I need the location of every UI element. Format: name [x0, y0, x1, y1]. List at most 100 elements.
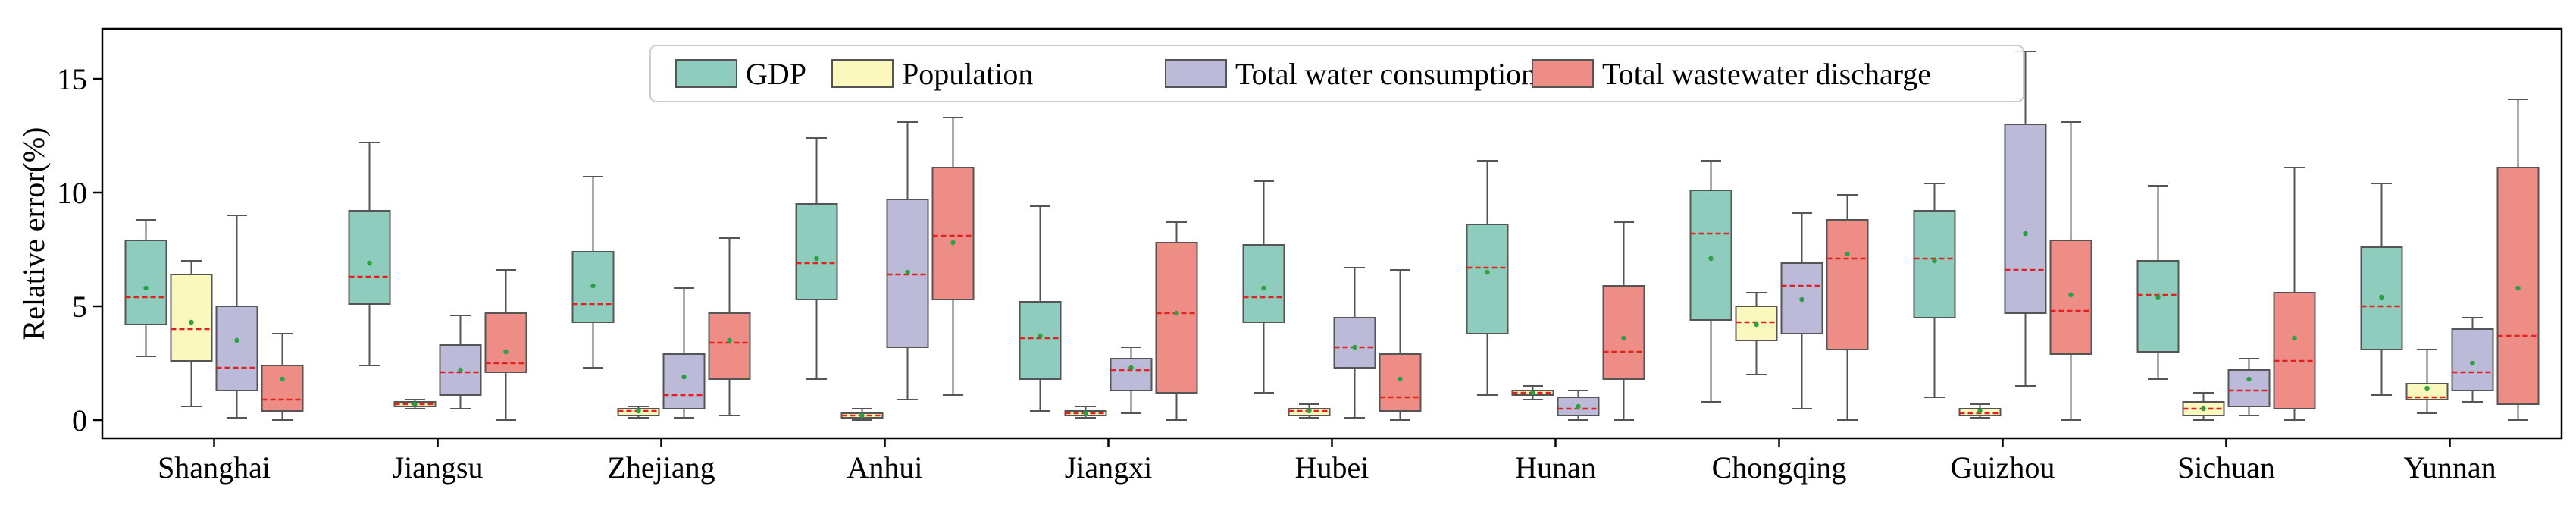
box: [2405, 349, 2449, 414]
box: [617, 406, 660, 419]
box-body: [348, 210, 391, 305]
mean-marker: [727, 337, 732, 343]
mean-marker: [1708, 256, 1714, 262]
box-body: [2273, 292, 2316, 409]
box-body: [2496, 167, 2540, 405]
x-tick-label: Chongqing: [1712, 450, 1847, 485]
box-body: [662, 353, 706, 409]
mean-marker: [1083, 410, 1088, 416]
box: [1735, 292, 1778, 375]
box-body: [261, 365, 304, 412]
box: [1466, 160, 1509, 396]
y-tick-label: 15: [57, 62, 87, 96]
x-tick-label: Shanghai: [158, 450, 271, 485]
mean-marker: [1038, 333, 1043, 339]
box: [261, 333, 304, 421]
mean-marker: [2023, 231, 2028, 237]
box: [170, 260, 213, 407]
x-tick-label: Sichuan: [2177, 450, 2275, 485]
legend-label: Total wastewater discharge: [1602, 57, 1931, 91]
mean-marker: [2246, 376, 2252, 382]
box: [1511, 385, 1554, 400]
box: [2227, 358, 2271, 416]
box-body: [2004, 124, 2047, 314]
box: [2360, 183, 2403, 396]
box: [439, 315, 482, 409]
box-body: [1689, 190, 1732, 321]
box: [1689, 160, 1732, 403]
legend-label: GDP: [746, 57, 806, 91]
x-tick-label: Hunan: [1515, 450, 1596, 485]
box: [1155, 221, 1198, 421]
legend-swatch: [1165, 59, 1227, 88]
mean-marker: [1754, 322, 1759, 328]
mean-marker: [2470, 360, 2475, 366]
legend-swatch: [1532, 59, 1594, 88]
box: [124, 219, 167, 357]
box: [1557, 390, 1600, 421]
box: [484, 269, 527, 421]
x-tick-label: Jiangxi: [1065, 450, 1153, 485]
mean-marker: [1307, 408, 1312, 414]
box: [2451, 317, 2494, 403]
box: [931, 117, 975, 396]
box-body: [1019, 301, 1062, 380]
y-tick-label: 10: [57, 176, 87, 210]
x-tick-label: Anhui: [847, 450, 923, 485]
mean-marker: [859, 412, 865, 419]
legend-label: Population: [902, 57, 1033, 91]
box: [348, 142, 391, 366]
box: [571, 176, 615, 369]
mean-marker: [143, 285, 149, 291]
box-body: [170, 274, 213, 362]
mean-marker: [950, 240, 956, 246]
x-tick-label: Hubei: [1295, 450, 1369, 485]
box: [1064, 406, 1107, 419]
x-tick-label: Guizhou: [1951, 450, 2055, 485]
mean-marker: [590, 283, 596, 289]
box: [1602, 221, 1645, 421]
mean-marker: [2424, 385, 2430, 391]
box: [2136, 185, 2180, 380]
x-axis: Shanghai Jiangsu Zhejiang Anhui Jiangxi Hubei…: [158, 438, 2496, 485]
box: [1288, 403, 1331, 419]
mean-marker: [1621, 335, 1626, 341]
box: [2496, 99, 2540, 421]
mean-marker: [2515, 285, 2521, 291]
box-body: [1333, 317, 1376, 369]
box-body: [1826, 219, 1869, 350]
mean-marker: [2068, 292, 2074, 298]
mean-marker: [2155, 294, 2161, 300]
box: [1379, 269, 1422, 421]
mean-marker: [234, 337, 239, 343]
mean-marker: [189, 319, 194, 325]
mean-marker: [280, 376, 285, 382]
box-body: [215, 306, 258, 391]
mean-marker: [1261, 285, 1266, 291]
box: [1913, 183, 1956, 398]
box: [1110, 347, 1153, 414]
y-tick-label: 5: [72, 290, 87, 324]
box: [1780, 212, 1823, 409]
legend-swatch: [675, 59, 737, 88]
y-axis-label: Relative error(%): [17, 127, 51, 340]
box-body: [2451, 328, 2494, 391]
x-tick-label: Yunnan: [2403, 450, 2496, 485]
mean-marker: [412, 401, 418, 407]
box: [1958, 403, 2002, 419]
mean-marker: [1977, 408, 1983, 414]
mean-marker: [1576, 403, 1581, 409]
box-body: [708, 312, 751, 380]
mean-marker: [458, 367, 463, 373]
box: [215, 215, 258, 419]
legend-swatch: [831, 59, 894, 88]
box: [1333, 267, 1376, 419]
mean-marker: [503, 349, 509, 355]
box: [1826, 194, 1869, 421]
mean-marker: [1530, 390, 1535, 396]
mean-marker: [1398, 376, 1403, 382]
box-body: [1155, 242, 1198, 394]
box-body: [1602, 285, 1645, 380]
mean-marker: [1174, 310, 1179, 316]
box: [886, 121, 929, 400]
